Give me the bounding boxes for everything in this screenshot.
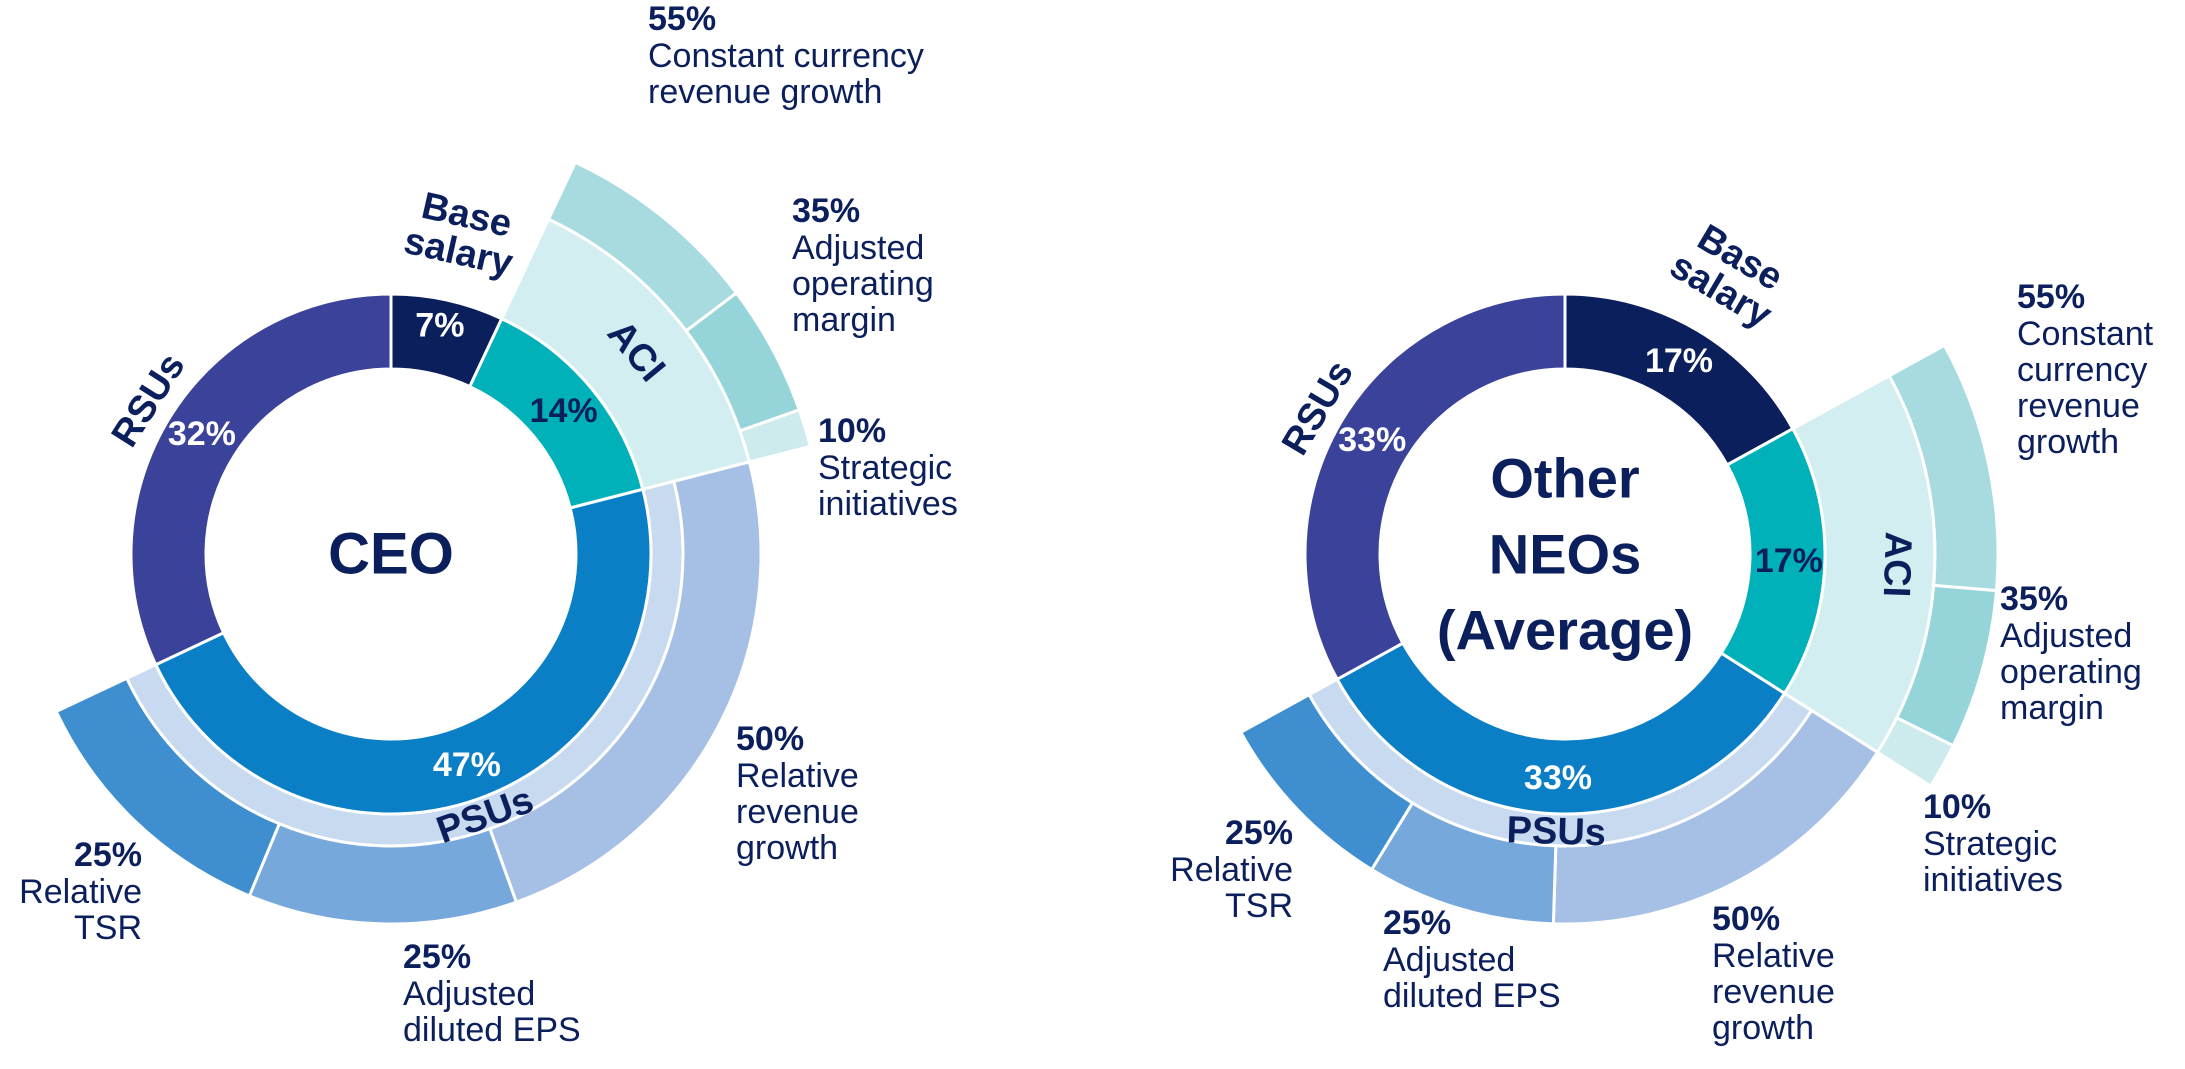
pay-mix-pct-label: 14% [530,392,598,430]
center-label-line: Other [1490,447,1639,510]
aci-band-label: ACI [1875,531,1919,598]
psu-metric-annotation-desc-line: Relative [19,873,142,911]
aci-metric-annotation-desc-line: currency [2017,351,2147,389]
aci-metric-annotation-desc-line: operating [792,265,934,303]
psu-metric-annotation-desc-line: growth [1712,1009,1814,1047]
aci-metric-annotation-pct: 55% [648,0,716,38]
aci-metric-annotation-desc-line: revenue growth [648,73,882,111]
pay-mix-pct-label: 7% [415,306,464,344]
center-label: CEO [328,522,454,587]
psu-metric-annotation-pct: 25% [1383,904,1451,942]
aci-metric-annotation-desc-line: Adjusted [792,229,924,267]
psu-metric-annotation-desc-line: revenue [736,793,859,831]
psu-metric-annotation-desc-line: TSR [74,909,142,947]
pay-mix-pct-label: 33% [1338,421,1406,459]
pay-mix-pct-label: 17% [1645,342,1713,380]
psu-metric-annotation-pct: 50% [736,720,804,758]
psu-metric-annotation-pct: 25% [403,938,471,976]
aci-metric-annotation-desc-line: Adjusted [2000,617,2132,655]
psu-metric-annotation-desc-line: Relative [736,757,859,795]
psu-metric-annotation-desc-line: growth [736,829,838,867]
pay-mix-pct-label: 32% [168,415,236,453]
psu-metric-annotation-desc-line: revenue [1712,973,1835,1011]
aci-metric-annotation-desc-line: Strategic [1923,825,2057,863]
psu-metric-wedge-0-2 [54,676,282,898]
psu-metric-annotation-desc-line: diluted EPS [403,1011,581,1049]
pay-mix-slice-0-2 [153,487,653,816]
psu-band-label: PSUs [1506,809,1607,854]
psu-metric-annotation-desc-line: TSR [1225,887,1293,925]
pay-mix-pct-label: 17% [1755,542,1823,580]
aci-metric-annotation-desc-line: initiatives [818,485,958,523]
psu-metric-annotation-desc-line: Adjusted [403,975,535,1013]
aci-metric-annotation-desc-line: Strategic [818,449,952,487]
psu-metric-wedge-1-2 [1238,692,1415,872]
psu-metric-annotation-desc-line: Adjusted [1383,941,1515,979]
aci-metric-annotation-desc-line: margin [792,301,896,339]
pay-mix-pct-label: 47% [433,746,501,784]
aci-metric-annotation-desc-line: Constant [2017,315,2154,353]
psu-metric-annotation-desc-line: Relative [1712,937,1835,975]
aci-metric-annotation-desc-line: margin [2000,689,2104,727]
aci-metric-annotation-desc-line: operating [2000,653,2142,691]
aci-metric-annotation-pct: 35% [792,192,860,230]
aci-metric-annotation-desc-line: Constant currency [648,37,924,75]
psu-metric-annotation-desc-line: diluted EPS [1383,977,1561,1015]
psu-metric-annotation-pct: 50% [1712,900,1780,938]
pay-mix-pct-label: 33% [1524,759,1592,797]
center-label-line: NEOs [1489,523,1642,586]
pay-mix-slice-1-2 [1335,641,1787,816]
psu-metric-annotation-desc-line: Relative [1170,851,1293,889]
aci-metric-annotation-pct: 55% [2017,278,2085,316]
aci-metric-annotation-pct: 10% [818,412,886,450]
pay-mix-slice-0-3 [129,292,393,667]
aci-metric-annotation-desc-line: initiatives [1923,861,2063,899]
aci-metric-annotation-pct: 10% [1923,788,1991,826]
aci-metric-annotation-pct: 35% [2000,580,2068,618]
aci-metric-annotation-desc-line: revenue [2017,387,2140,425]
psu-metric-annotation-pct: 25% [1225,814,1293,852]
psu-metric-annotation-pct: 25% [74,836,142,874]
center-label-line: (Average) [1437,599,1693,662]
pay-mix-slice-1-3 [1303,292,1567,682]
aci-metric-annotation-desc-line: growth [2017,423,2119,461]
